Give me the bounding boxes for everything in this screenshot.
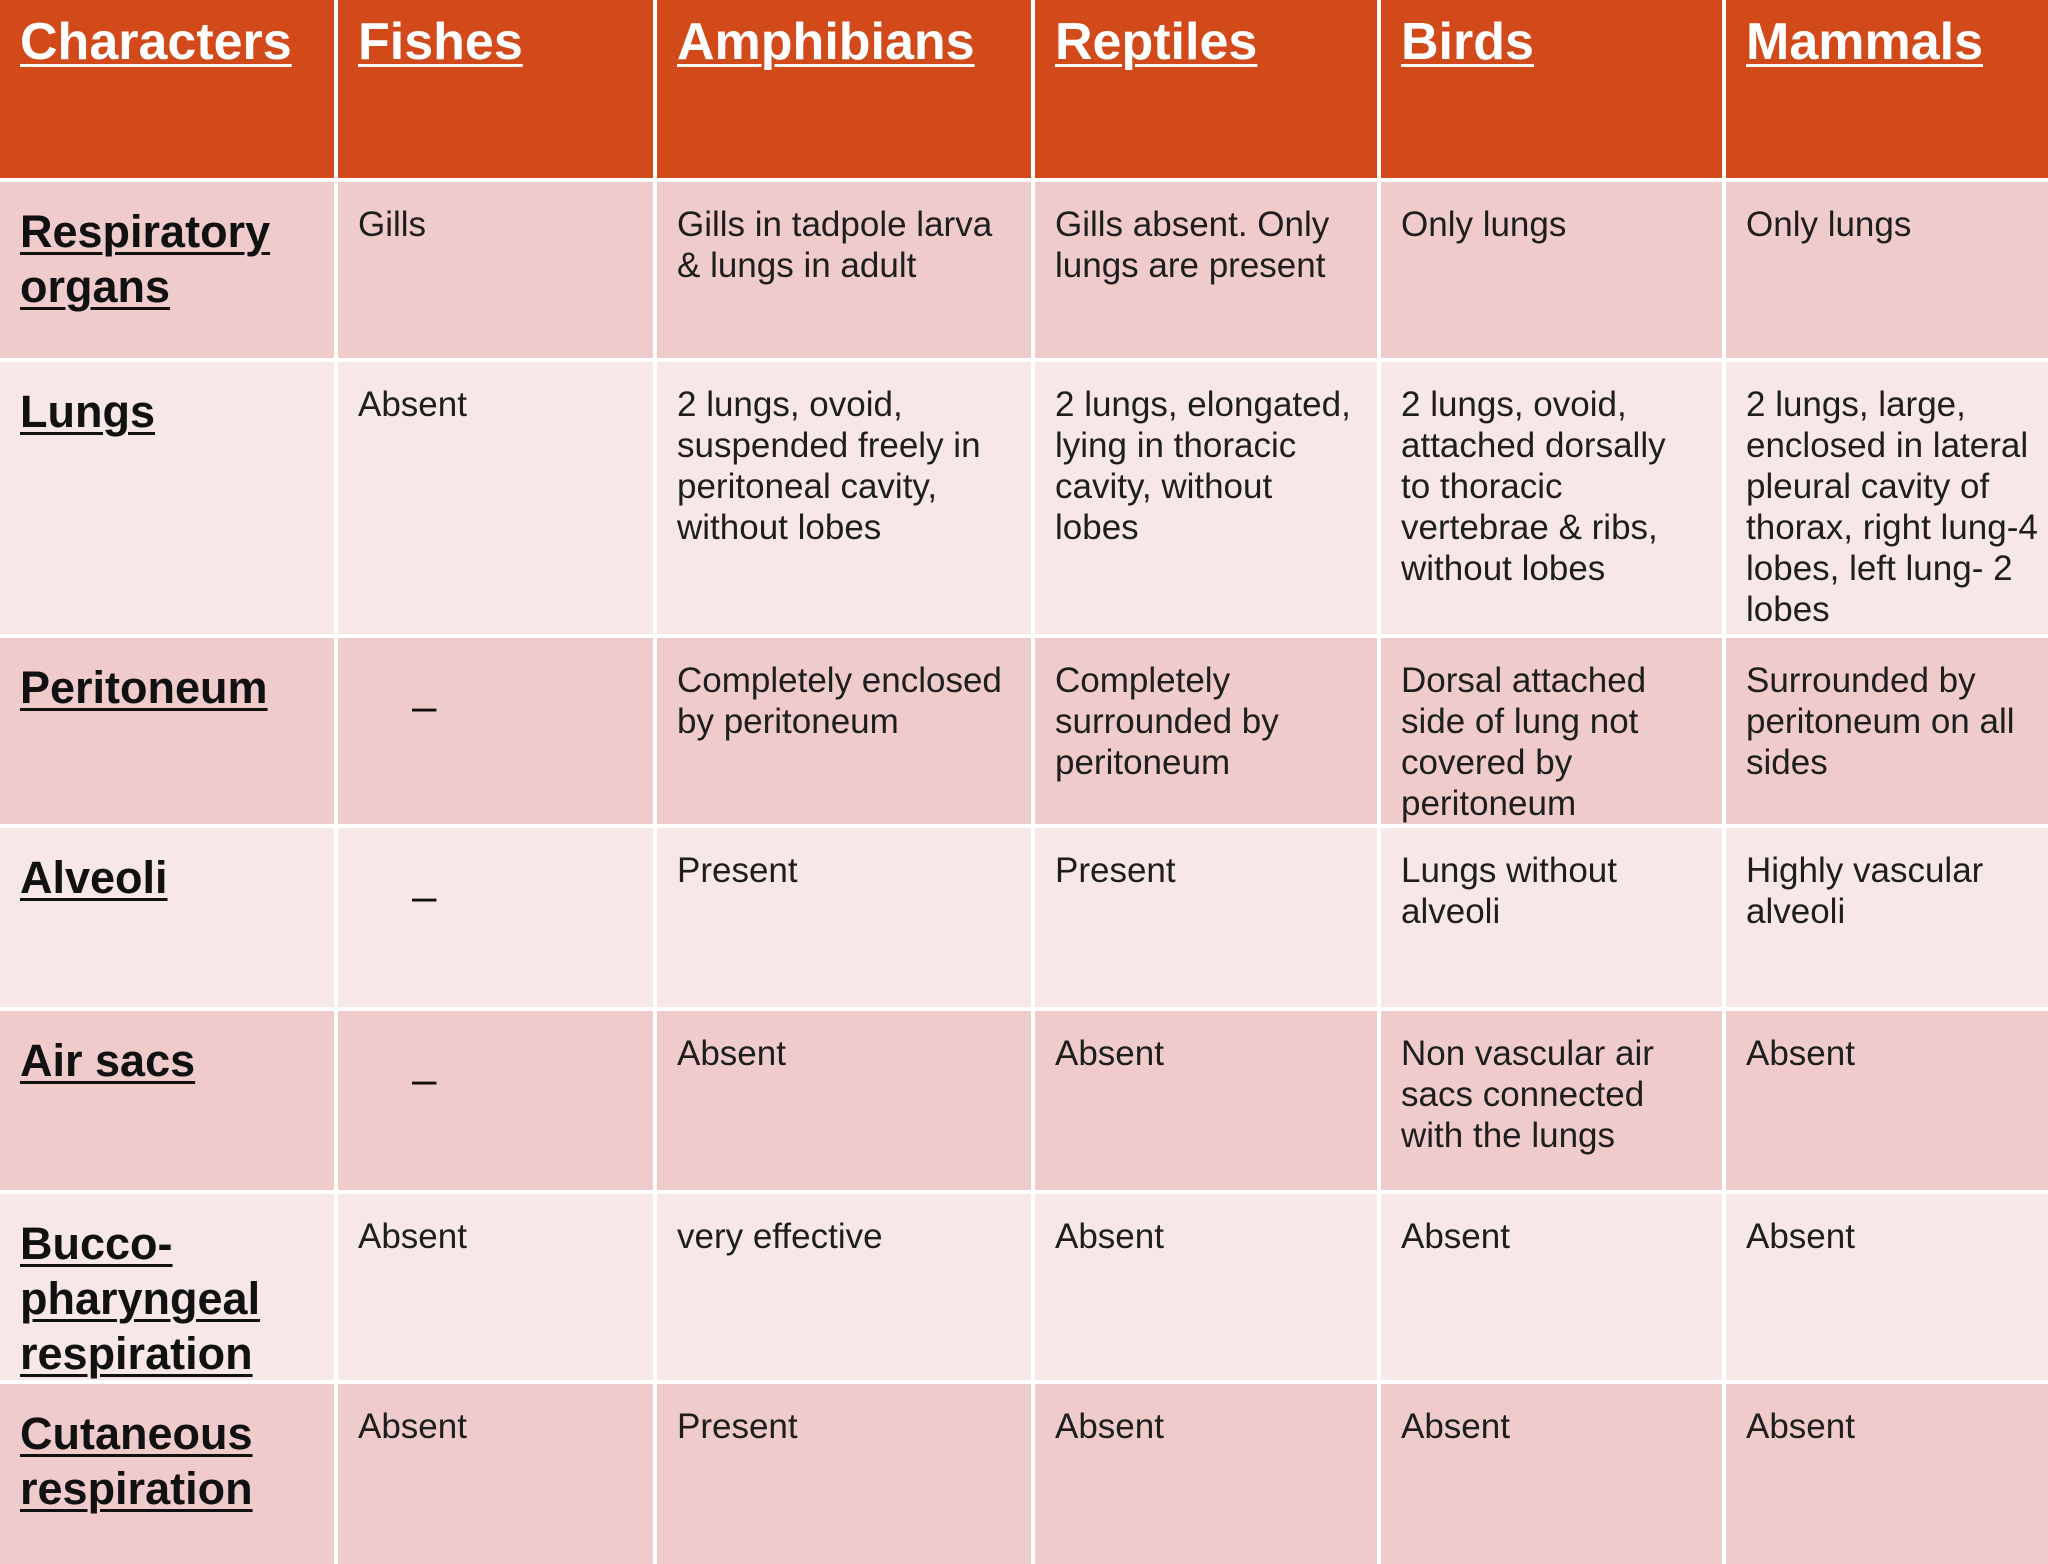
- table-cell: Dorsal attached side of lung not covered…: [1381, 638, 1722, 824]
- row-label-air-sacs: Air sacs: [0, 1011, 334, 1190]
- table-cell: Absent: [338, 1384, 653, 1564]
- row-label-peritoneum: Peritoneum: [0, 638, 334, 824]
- table-cell: Absent: [1035, 1384, 1377, 1564]
- table-cell: 2 lungs, ovoid, attached dorsally to tho…: [1381, 362, 1722, 634]
- table-cell: Absent: [657, 1011, 1031, 1190]
- table-cell: –: [338, 1011, 653, 1190]
- table-cell: 2 lungs, ovoid, suspended freely in peri…: [657, 362, 1031, 634]
- table-cell: Only lungs: [1726, 182, 2048, 358]
- header-mammals: Mammals: [1726, 0, 2048, 178]
- table-cell: Absent: [1381, 1384, 1722, 1564]
- table-cell: Absent: [1726, 1384, 2048, 1564]
- table-cell: Non vascular air sacs connected with the…: [1381, 1011, 1722, 1190]
- row-label-lungs: Lungs: [0, 362, 334, 634]
- row-label-respiratory-organs: Respiratory organs: [0, 182, 334, 358]
- table-cell: Absent: [1726, 1011, 2048, 1190]
- row-label-alveoli: Alveoli: [0, 828, 334, 1007]
- header-reptiles: Reptiles: [1035, 0, 1377, 178]
- header-characters: Characters: [0, 0, 334, 178]
- table-cell: Gills: [338, 182, 653, 358]
- table-cell: Present: [657, 1384, 1031, 1564]
- table-cell: Absent: [1035, 1194, 1377, 1380]
- table-cell: Highly vascular alveoli: [1726, 828, 2048, 1007]
- table-cell: Absent: [338, 1194, 653, 1380]
- table-cell: Present: [657, 828, 1031, 1007]
- header-amphibians: Amphibians: [657, 0, 1031, 178]
- table-cell: Completely surrounded by peritoneum: [1035, 638, 1377, 824]
- table-cell: Gills in tadpole larva & lungs in adult: [657, 182, 1031, 358]
- table-cell: Only lungs: [1381, 182, 1722, 358]
- table-cell: Surrounded by peritoneum on all sides: [1726, 638, 2048, 824]
- table-cell: Lungs without alveoli: [1381, 828, 1722, 1007]
- row-label-cutaneous-respiration: Cutaneous respiration: [0, 1384, 334, 1564]
- table-cell: 2 lungs, large, enclosed in lateral pleu…: [1726, 362, 2048, 634]
- table-cell: very effective: [657, 1194, 1031, 1380]
- table-cell: Absent: [1035, 1011, 1377, 1190]
- table-cell: Absent: [338, 362, 653, 634]
- header-fishes: Fishes: [338, 0, 653, 178]
- header-birds: Birds: [1381, 0, 1722, 178]
- table-cell: Absent: [1381, 1194, 1722, 1380]
- table-cell: Absent: [1726, 1194, 2048, 1380]
- table-cell: Present: [1035, 828, 1377, 1007]
- table-cell: Completely enclosed by peritoneum: [657, 638, 1031, 824]
- row-label-bucco-pharyngeal-respiration: Bucco-pharyngeal respiration: [0, 1194, 334, 1380]
- table-cell: –: [338, 828, 653, 1007]
- table-cell: –: [338, 638, 653, 824]
- table-cell: Gills absent. Only lungs are present: [1035, 182, 1377, 358]
- table-cell: 2 lungs, elongated, lying in thoracic ca…: [1035, 362, 1377, 634]
